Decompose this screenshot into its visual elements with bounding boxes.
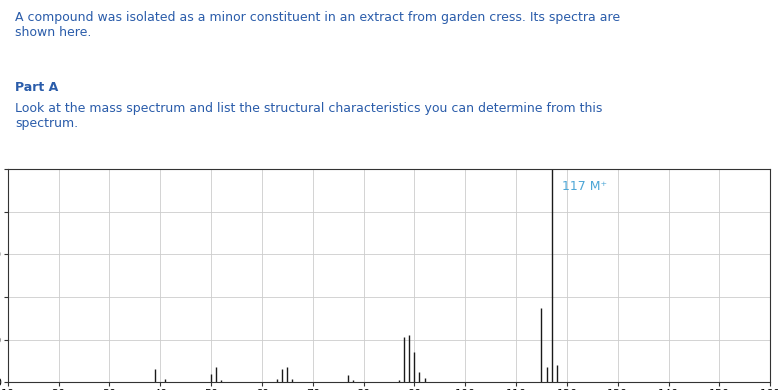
Text: Part A: Part A	[16, 81, 58, 94]
Text: Look at the mass spectrum and list the structural characteristics you can determ: Look at the mass spectrum and list the s…	[16, 102, 603, 130]
Text: 117 M⁺: 117 M⁺	[562, 180, 607, 193]
Text: A compound was isolated as a minor constituent in an extract from garden cress. : A compound was isolated as a minor const…	[16, 11, 621, 39]
